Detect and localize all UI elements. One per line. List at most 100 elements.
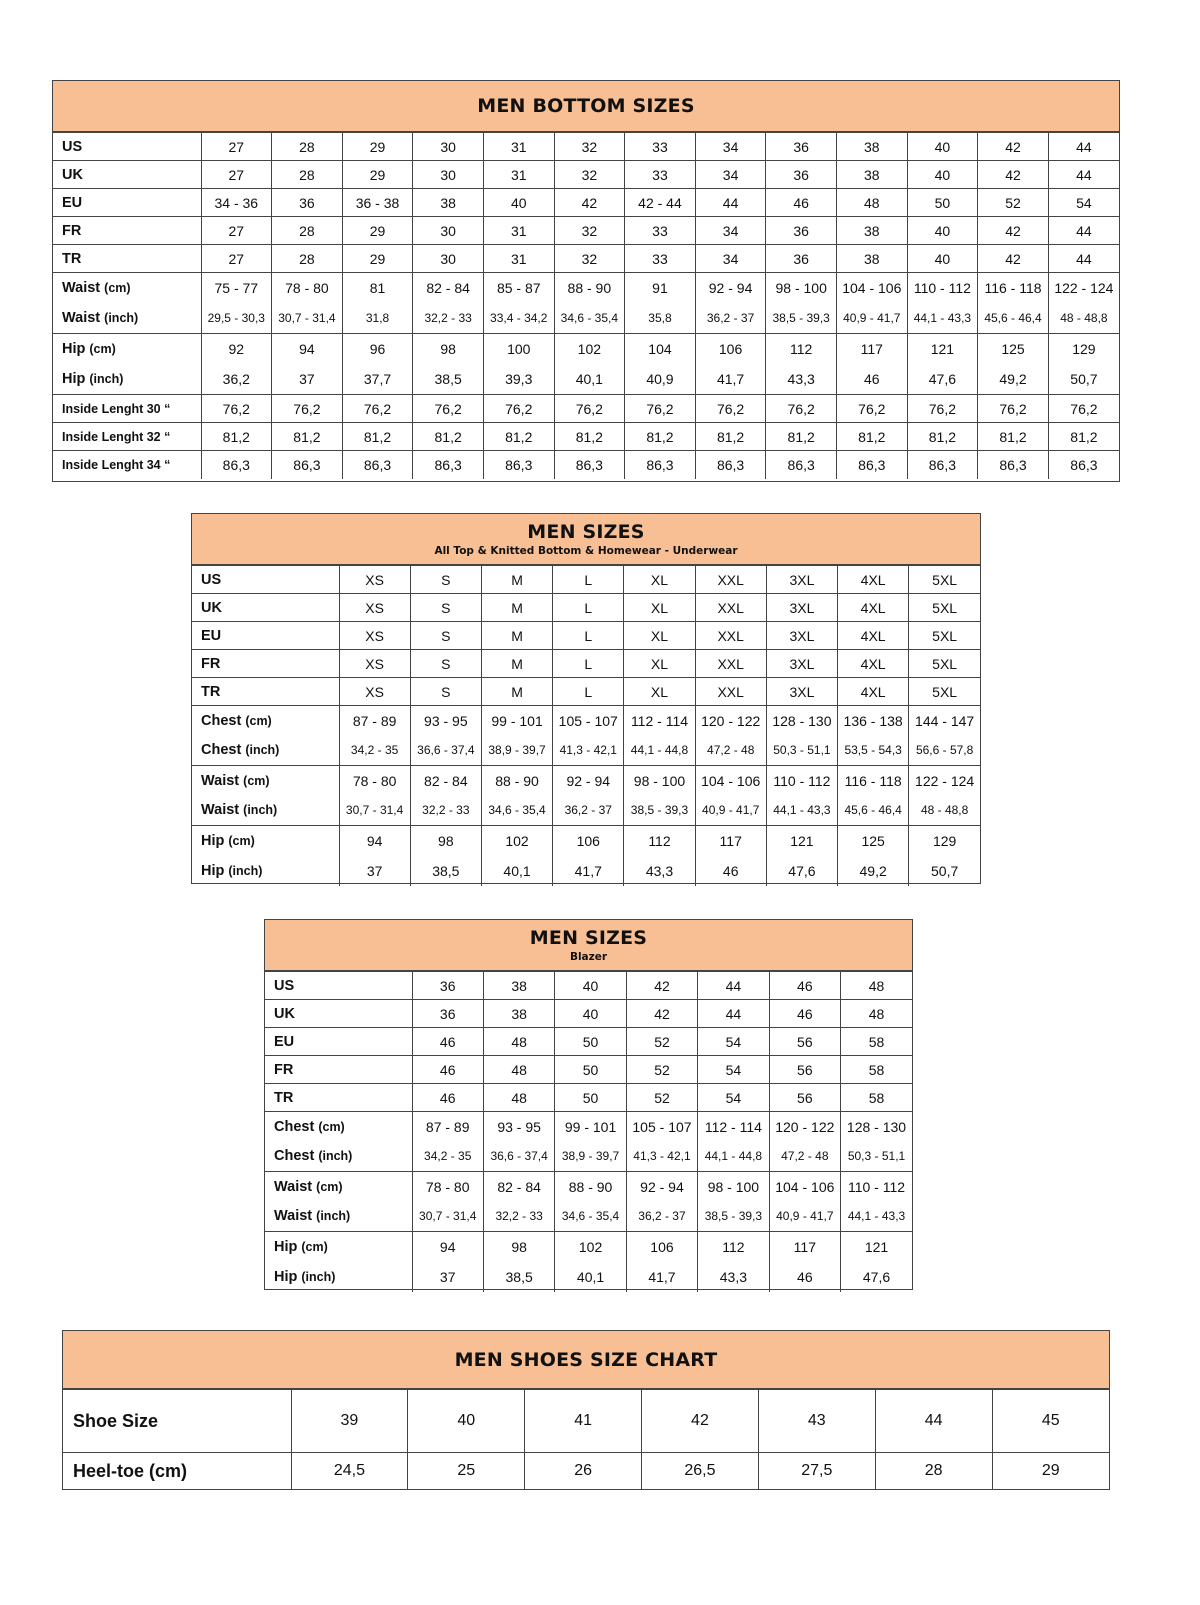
size-cell: 98 - 100 (697, 1171, 770, 1202)
size-cell: 122 - 124 (1047, 272, 1119, 303)
size-cell: S (409, 621, 482, 650)
size-cell: 81,2 (624, 422, 696, 451)
size-cell: 27 (200, 216, 272, 245)
size-cell: 41,7 (625, 1261, 698, 1292)
size-cell: 38,5 (412, 364, 484, 395)
row-label-text: EU (201, 627, 222, 644)
size-cell: 105 - 107 (552, 705, 624, 736)
row-label: UK (192, 593, 339, 622)
size-cell: 29,5 - 30,3 (200, 303, 272, 334)
size-cell: 25 (407, 1452, 525, 1490)
size-cell: 4XL (837, 621, 909, 650)
row-unit: (cm) (104, 281, 131, 295)
size-cell: 128 - 130 (765, 705, 838, 736)
size-cell: 49,2 (837, 855, 909, 886)
size-cell: 34 (694, 244, 766, 273)
size-cell: 37 (271, 364, 343, 395)
size-cell: 47,2 - 48 (694, 735, 767, 766)
size-cell: 92 (200, 333, 272, 364)
row-label: EU (53, 188, 201, 217)
size-cell: 50,3 - 51,1 (765, 735, 838, 766)
size-cell: 26 (524, 1452, 642, 1490)
size-cell: 86,3 (341, 450, 413, 479)
size-cell: 32 (553, 132, 625, 161)
size-cell: 37 (338, 855, 411, 886)
row-unit: (inch) (89, 372, 124, 386)
size-cell: 40 (554, 971, 627, 1000)
size-cell: 30 (412, 244, 484, 273)
size-cell: 102 (480, 825, 553, 856)
size-cell: 38,5 (482, 1261, 555, 1292)
size-cell: 98 (409, 825, 482, 856)
size-cell: 40,1 (553, 364, 625, 395)
size-cell: 52 (625, 1083, 698, 1112)
size-cell: 36,6 - 37,4 (409, 735, 482, 766)
size-cell: 44 (697, 971, 770, 1000)
size-cell: 34,2 - 35 (411, 1141, 484, 1172)
size-cell: S (409, 677, 482, 706)
size-cell: 129 (1047, 333, 1119, 364)
size-cell: 26,5 (641, 1452, 759, 1490)
row-label-text: Inside Lenght 32 “ (62, 429, 171, 444)
size-cell: 36,2 - 37 (625, 1201, 698, 1232)
row-unit: (inch) (316, 1209, 351, 1224)
size-cell: 33 (624, 132, 696, 161)
size-cell: 41,3 - 42,1 (625, 1141, 698, 1172)
size-cell: 30,7 - 31,4 (271, 303, 343, 334)
table-row: TR XS S M L XL XXL 3XL 4XL 5XL (192, 677, 980, 706)
size-cell: 30,7 - 31,4 (338, 795, 411, 826)
row-unit: (inch) (318, 1149, 353, 1164)
size-cell: 29 (341, 160, 413, 189)
size-cell: 58 (840, 1083, 912, 1112)
row-label-text: UK (201, 599, 222, 616)
table-row: EU 46 48 50 52 54 56 58 (265, 1027, 912, 1056)
table-row: Chest (inch) 34,2 - 35 36,6 - 37,4 38,9 - 3… (192, 735, 980, 766)
size-cell: 34,6 - 35,4 (480, 795, 553, 826)
size-cell: 32,2 - 33 (409, 795, 482, 826)
size-cell: 42 (977, 160, 1049, 189)
row-label-text: Waist (62, 310, 101, 326)
size-cell: 58 (840, 1027, 912, 1056)
size-cell: 86,3 (200, 450, 272, 479)
size-cell: 41 (524, 1389, 642, 1453)
size-cell: 81,2 (200, 422, 272, 451)
size-cell: 81,2 (977, 422, 1049, 451)
size-cell: 28 (271, 132, 343, 161)
size-cell: 54 (697, 1055, 770, 1084)
row-unit: (cm) (316, 1179, 343, 1194)
size-cell: 98 (412, 333, 484, 364)
table-title: MEN SHOES SIZE CHART (454, 1348, 718, 1371)
size-cell: 32,2 - 33 (482, 1201, 555, 1232)
row-label-text: Waist (201, 772, 240, 789)
size-cell: 50 (906, 188, 978, 217)
size-cell: 33 (624, 160, 696, 189)
row-label-text: Hip (274, 1268, 298, 1285)
size-cell: 121 (765, 825, 838, 856)
size-cell: 136 - 138 (837, 705, 909, 736)
row-label: Inside Lenght 32 “ (53, 422, 201, 451)
row-label-text: TR (274, 1089, 294, 1106)
size-cell: 86,3 (1047, 450, 1119, 479)
size-cell: 36 (411, 999, 484, 1028)
row-label: Hip (inch) (265, 1262, 412, 1292)
size-cell: 76,2 (482, 394, 555, 423)
size-cell: 54 (697, 1027, 770, 1056)
row-label-text: US (62, 138, 83, 155)
size-cell: 50,7 (908, 855, 980, 886)
table-row: EU 34 - 36 36 36 - 38 38 40 42 42 - 44 44 46 48 50 5… (53, 188, 1119, 217)
size-cell: 46 (768, 1261, 841, 1292)
row-label: Chest (cm) (192, 705, 339, 736)
size-cell: 76,2 (412, 394, 484, 423)
size-cell: 28 (271, 216, 343, 245)
table-header: MEN BOTTOM SIZES (53, 81, 1119, 132)
size-cell: 45,6 - 46,4 (977, 303, 1049, 334)
size-cell: 3XL (765, 649, 838, 678)
size-cell: 76,2 (835, 394, 908, 423)
size-cell: 88 - 90 (553, 272, 625, 303)
table-row: Hip (cm) 94 98 102 106 112 117 121 125 129 (192, 825, 980, 856)
row-unit: (cm) (89, 342, 116, 356)
row-label-text: FR (274, 1061, 294, 1078)
size-cell: L (552, 649, 624, 678)
row-label: Inside Lenght 34 “ (53, 450, 201, 479)
row-label-text: Hip (62, 371, 86, 387)
